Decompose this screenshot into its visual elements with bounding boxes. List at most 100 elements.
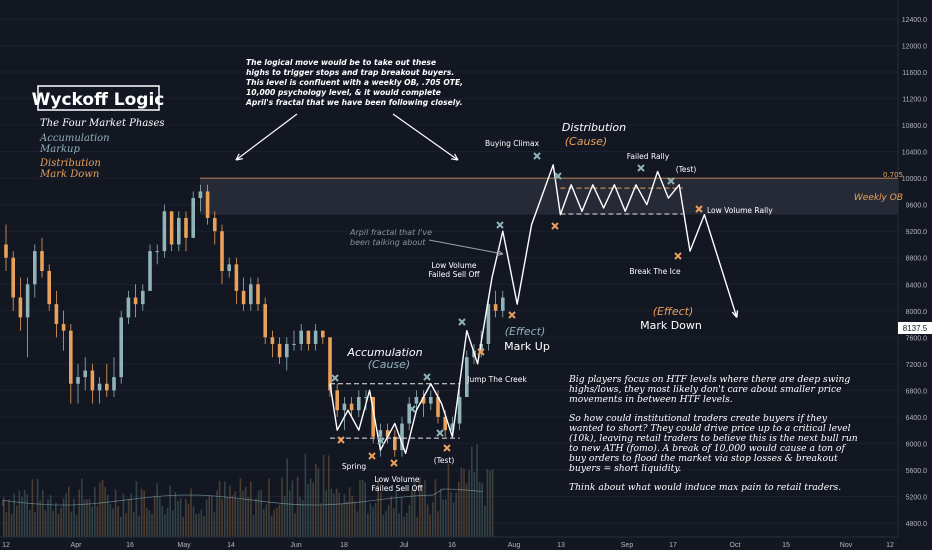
y-axis: 12400.0 12000.0 11600.0 11200.0 10800.0 10400…	[902, 17, 927, 528]
volume-bar	[229, 485, 231, 537]
volume-bar	[239, 478, 242, 537]
candle-body	[126, 297, 131, 318]
fib-label: 0.705	[883, 171, 903, 179]
candle-body	[76, 377, 80, 384]
volume-bar	[377, 477, 379, 537]
candle-body	[155, 251, 159, 253]
x-marker-icon	[443, 444, 451, 452]
volume-bar	[88, 498, 91, 537]
volume-bar	[286, 458, 288, 537]
candle-body	[191, 198, 195, 238]
volume-bar	[346, 501, 348, 537]
volume-bar	[481, 482, 483, 537]
volume-bar	[442, 499, 444, 537]
phase-label: Markup	[39, 144, 80, 155]
y-tick-label: 6800.0	[906, 388, 928, 395]
y-tick-label: 10400.0	[902, 150, 927, 157]
volume-bar	[221, 498, 223, 537]
candle-body	[357, 397, 361, 411]
volume-bar	[125, 513, 127, 537]
x-marker-icon	[551, 222, 559, 230]
x-tick-label: Jul	[400, 542, 409, 549]
volume-bar	[335, 488, 338, 537]
volume-bar	[13, 493, 15, 537]
volume-bar	[390, 496, 392, 537]
candle-body	[421, 397, 426, 404]
volume-bar	[8, 499, 10, 537]
volume-bar	[47, 499, 49, 537]
x-marker-icon	[674, 252, 682, 260]
volume-bar	[127, 498, 130, 537]
volume-bar	[187, 503, 190, 537]
volume-bar	[372, 507, 374, 537]
distribution-label: Distribution	[562, 121, 626, 134]
volume-bar	[166, 507, 169, 537]
candles	[4, 184, 505, 457]
volume-bar	[312, 482, 314, 537]
top-note-line: The logical move would be to take out th…	[246, 58, 436, 67]
candle-body	[486, 304, 491, 344]
phase-label: Distribution	[39, 158, 101, 169]
candle-body	[277, 343, 282, 358]
volume-bar	[190, 488, 192, 537]
volume-bar	[60, 507, 62, 537]
x-marker-icon	[390, 459, 398, 467]
volume-bar	[473, 471, 476, 537]
volume-bar	[299, 496, 301, 537]
volume-bar	[234, 491, 236, 537]
candle-body	[112, 377, 116, 391]
candle-body	[393, 436, 397, 451]
volume-bar	[130, 493, 132, 537]
volume-bar	[91, 506, 93, 537]
right-text-line: wanted to short? They could drive price …	[569, 423, 851, 434]
x-axis: 12 Apr 16 May 14 Jun 18 Jul 16 Aug 13 Sep 17 Oct 15 Nov…	[2, 542, 894, 549]
candle-body	[83, 370, 87, 378]
volume-bar	[231, 495, 234, 537]
fractal-note-arrow	[428, 239, 504, 255]
volume-bar	[317, 468, 320, 537]
top-note-line: This level is confluent with a weekly OB…	[246, 78, 463, 87]
x-marker-icon	[695, 205, 703, 213]
candle-body	[11, 257, 15, 298]
top-note-arrow-right	[392, 113, 459, 161]
volume-bar	[325, 490, 327, 537]
candle-body	[54, 304, 59, 325]
break-ice-label: Break The Ice	[629, 267, 681, 276]
x-tick-label: 15	[782, 542, 790, 549]
candle-body	[378, 430, 383, 437]
top-note: The logical move would be to take out th…	[245, 58, 463, 107]
volume-bar	[385, 510, 387, 537]
volume-bar	[143, 490, 145, 537]
x-tick-label: 12	[2, 542, 10, 549]
fractal-note-line: been talking about	[350, 238, 426, 247]
volume-bar	[265, 504, 268, 537]
volume-bar	[416, 516, 418, 537]
volume-bar	[112, 508, 114, 537]
volume-bar	[107, 494, 109, 537]
volume-bar	[263, 508, 265, 537]
candle-body	[335, 390, 339, 411]
volume-bar	[343, 494, 346, 537]
volume-bar	[86, 499, 88, 537]
volume-bar	[260, 489, 262, 537]
candle-body	[119, 317, 123, 378]
x-marker-icon	[508, 311, 516, 319]
volume-bar	[489, 470, 491, 537]
volume-bar	[382, 514, 385, 537]
x-marker-icon	[331, 374, 339, 382]
x-tick-label: Jun	[290, 542, 301, 549]
volume-bar	[432, 502, 434, 537]
fractal-note-line: Arpil fractal that I've	[349, 228, 432, 237]
candle-body	[213, 217, 217, 232]
x-marker-icon	[496, 221, 504, 229]
y-tick-label: 11200.0	[902, 97, 927, 104]
volume-bar	[447, 464, 450, 537]
volume-bar	[403, 516, 405, 537]
accumulation-label: Accumulation	[346, 346, 422, 359]
volume-bar	[484, 505, 486, 537]
volume-bar	[83, 499, 86, 537]
x-tick-label: Oct	[730, 542, 741, 549]
volume-bar	[315, 463, 317, 537]
